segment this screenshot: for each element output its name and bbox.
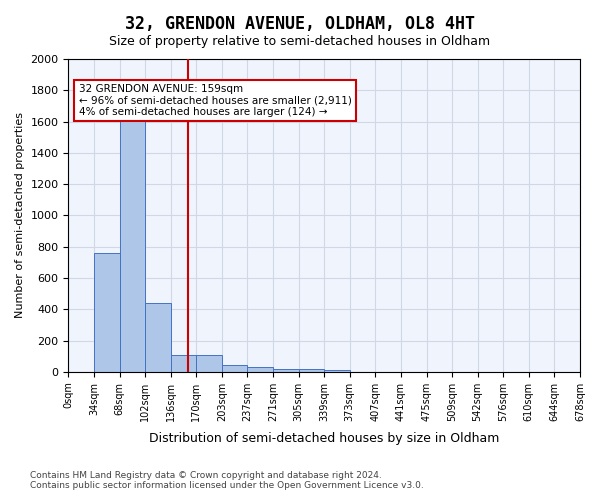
Bar bbox=[324, 370, 350, 372]
Bar bbox=[299, 370, 324, 372]
Bar bbox=[247, 367, 273, 372]
Bar bbox=[196, 354, 222, 372]
Bar bbox=[171, 354, 196, 372]
Bar bbox=[119, 116, 145, 372]
Bar bbox=[94, 253, 119, 372]
Text: Size of property relative to semi-detached houses in Oldham: Size of property relative to semi-detach… bbox=[109, 35, 491, 48]
Bar bbox=[273, 368, 299, 372]
Bar bbox=[222, 365, 247, 372]
Text: 32 GRENDON AVENUE: 159sqm
← 96% of semi-detached houses are smaller (2,911)
4% o: 32 GRENDON AVENUE: 159sqm ← 96% of semi-… bbox=[79, 84, 352, 117]
Text: 32, GRENDON AVENUE, OLDHAM, OL8 4HT: 32, GRENDON AVENUE, OLDHAM, OL8 4HT bbox=[125, 15, 475, 33]
Y-axis label: Number of semi-detached properties: Number of semi-detached properties bbox=[15, 112, 25, 318]
Text: Contains HM Land Registry data © Crown copyright and database right 2024.
Contai: Contains HM Land Registry data © Crown c… bbox=[30, 470, 424, 490]
X-axis label: Distribution of semi-detached houses by size in Oldham: Distribution of semi-detached houses by … bbox=[149, 432, 499, 445]
Bar bbox=[145, 303, 171, 372]
